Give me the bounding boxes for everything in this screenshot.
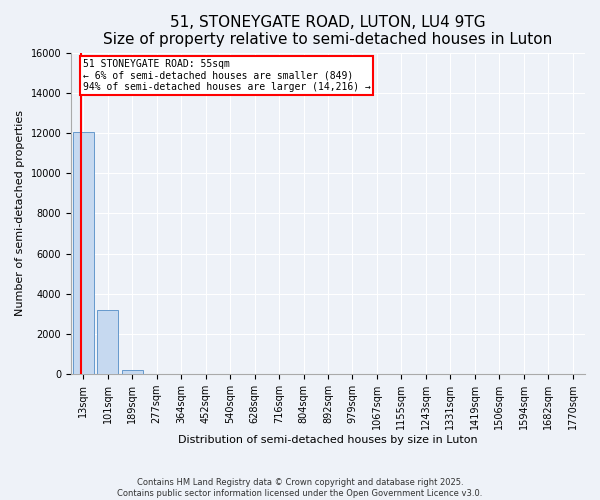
Bar xyxy=(73,132,94,374)
Text: 51 STONEYGATE ROAD: 55sqm
← 6% of semi-detached houses are smaller (849)
94% of : 51 STONEYGATE ROAD: 55sqm ← 6% of semi-d… xyxy=(83,59,370,92)
X-axis label: Distribution of semi-detached houses by size in Luton: Distribution of semi-detached houses by … xyxy=(178,435,478,445)
Bar xyxy=(97,310,118,374)
Title: 51, STONEYGATE ROAD, LUTON, LU4 9TG
Size of property relative to semi-detached h: 51, STONEYGATE ROAD, LUTON, LU4 9TG Size… xyxy=(103,15,553,48)
Bar xyxy=(122,370,143,374)
Text: Contains HM Land Registry data © Crown copyright and database right 2025.
Contai: Contains HM Land Registry data © Crown c… xyxy=(118,478,482,498)
Y-axis label: Number of semi-detached properties: Number of semi-detached properties xyxy=(15,110,25,316)
